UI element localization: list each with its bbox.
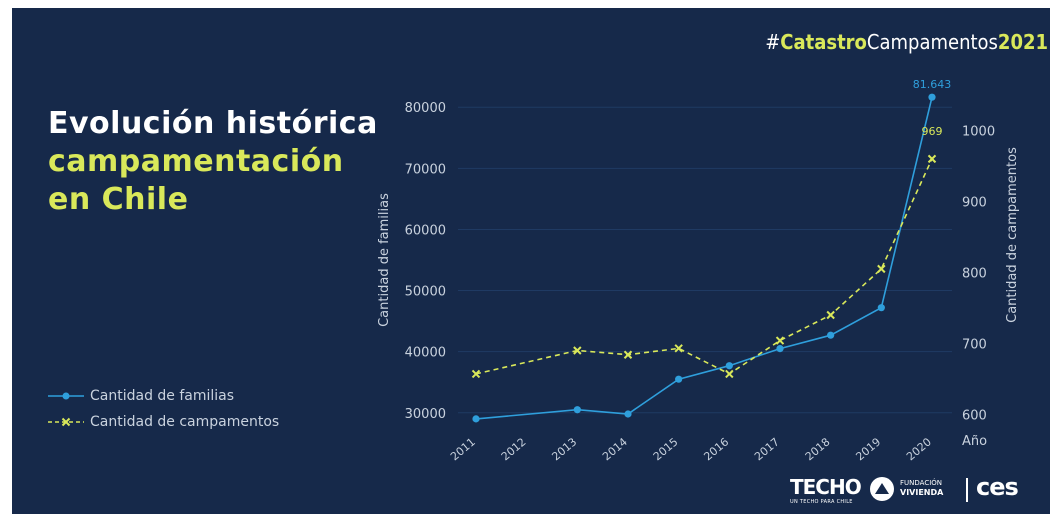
families-data-point xyxy=(725,362,733,370)
x-tick-label: 2014 xyxy=(600,435,630,463)
x-tick-label: 2017 xyxy=(752,435,782,463)
y-left-tick-label: 50000 xyxy=(405,285,446,300)
y-left-tick-label: 30000 xyxy=(405,407,446,422)
camps-data-point xyxy=(927,154,937,164)
fundacion-vivienda-logo-icon xyxy=(870,477,894,501)
hashtag-title: #CatastroCampamentos2021 xyxy=(765,30,1048,54)
y-left-tick-label: 40000 xyxy=(405,346,446,361)
x-tick-label: 2020 xyxy=(904,435,934,463)
fundacion-label: FUNDACIÓN xyxy=(900,479,943,487)
y-right-tick-label: 700 xyxy=(962,337,987,352)
x-tick-label: 2016 xyxy=(701,435,731,463)
y-left-tick-label: 80000 xyxy=(405,101,446,116)
y-right-tick-label: 900 xyxy=(962,195,987,210)
y-right-axis-label: Cantidad de campamentos xyxy=(1005,147,1020,323)
hashtag-part-catastro: Catastro xyxy=(780,30,867,54)
y-right-tick-label: 600 xyxy=(962,408,987,423)
chart-legend: Cantidad de familias Cantidad de campame… xyxy=(48,383,279,435)
camps-data-point xyxy=(471,369,481,379)
families-data-point xyxy=(877,304,885,312)
x-tick-label: 2012 xyxy=(499,435,529,463)
x-axis-label: Año xyxy=(962,434,987,449)
families-end-data-label: 81.643 xyxy=(913,78,952,91)
hashtag-prefix: # xyxy=(765,30,781,54)
hashtag-part-campamentos: Campamentos xyxy=(866,30,998,54)
camps-data-point xyxy=(775,336,785,345)
camps-end-data-label: 969 xyxy=(922,125,943,138)
fundacion-vivienda-logo: FUNDACIÓN VIVIENDA xyxy=(900,479,943,498)
vivienda-label: VIVIENDA xyxy=(900,488,944,497)
families-data-point xyxy=(624,410,632,418)
x-tick-label: 2011 xyxy=(448,435,478,463)
legend-camps-marker-icon xyxy=(48,417,84,427)
families-data-point xyxy=(827,331,835,339)
x-tick-label: 2013 xyxy=(549,435,579,463)
families-data-point xyxy=(928,93,936,101)
families-data-point xyxy=(675,375,683,383)
x-tick-label: 2018 xyxy=(803,435,833,463)
camps-data-point xyxy=(674,344,683,353)
camps-data-point xyxy=(877,264,886,274)
camps-series-line xyxy=(475,158,933,375)
legend-families-label: Cantidad de familias xyxy=(90,388,235,404)
y-left-tick-label: 70000 xyxy=(405,162,446,177)
title-line-3: en Chile xyxy=(48,182,189,217)
title-line-1: Evolución histórica xyxy=(48,106,378,141)
families-data-point xyxy=(573,406,581,414)
y-right-tick-label: 1000 xyxy=(962,124,995,139)
legend-families-marker-icon xyxy=(48,392,84,400)
ces-logo: ces xyxy=(976,473,1019,501)
families-data-point xyxy=(472,415,480,423)
camps-data-point xyxy=(573,346,582,355)
hashtag-part-year: 2021 xyxy=(997,30,1048,54)
y-left-tick-label: 60000 xyxy=(405,223,446,238)
legend-camps-label: Cantidad de campamentos xyxy=(90,414,280,430)
camps-data-point xyxy=(725,369,734,379)
logos-footer: TECHO UN TECHO PARA CHILE FUNDACIÓN VIVIE… xyxy=(790,473,1030,509)
y-left-axis-label: Cantidad de familias xyxy=(377,193,392,327)
techo-logo-subtitle: UN TECHO PARA CHILE xyxy=(790,499,853,505)
legend-item-camps: Cantidad de campamentos xyxy=(48,409,279,435)
camps-data-point xyxy=(826,310,835,320)
x-tick-label: 2019 xyxy=(853,435,883,463)
page-title: Evolución histórica campamentación en Ch… xyxy=(48,105,378,219)
x-tick-label: 2015 xyxy=(651,435,681,463)
families-series-line xyxy=(475,97,933,420)
y-right-tick-label: 800 xyxy=(962,266,987,281)
logo-separator xyxy=(966,478,968,502)
title-line-2: campamentación xyxy=(48,144,344,179)
infographic-panel xyxy=(12,8,1050,514)
techo-logo: TECHO xyxy=(790,475,862,499)
camps-data-point xyxy=(623,350,633,359)
legend-item-families: Cantidad de familias xyxy=(48,383,279,409)
families-data-point xyxy=(776,345,784,353)
